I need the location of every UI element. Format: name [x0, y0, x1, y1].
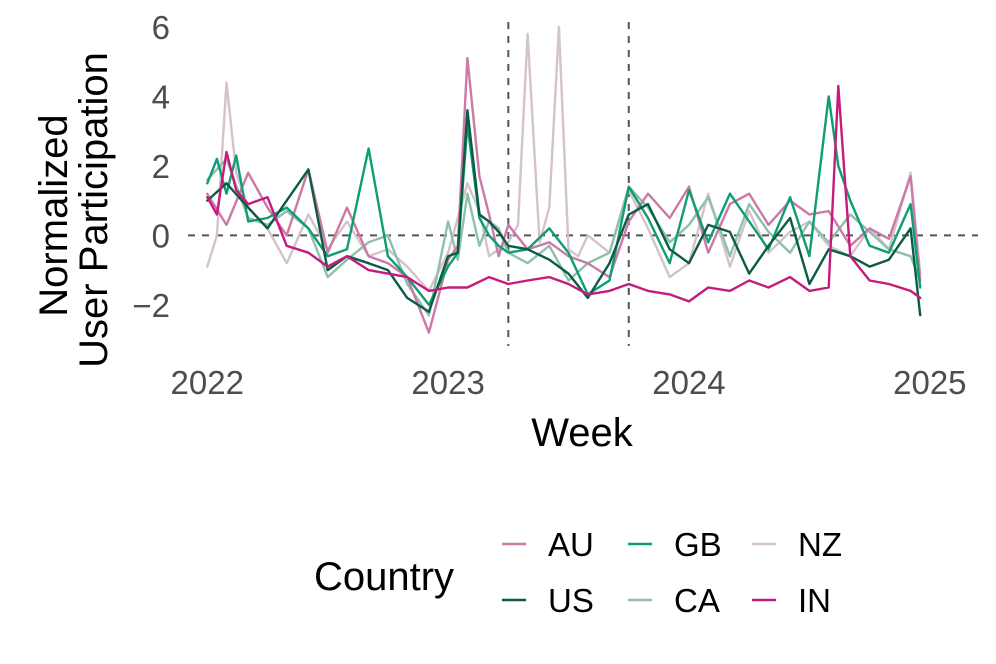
- legend-label-au: AU: [548, 526, 594, 563]
- y-tick-label: 2: [152, 148, 170, 185]
- legend-label-gb: GB: [674, 526, 722, 563]
- legend-label-in: IN: [798, 582, 831, 619]
- series-line-in: [206, 84, 922, 303]
- legend-title: Country: [314, 555, 454, 599]
- legend-items: AU US GB CA NZ IN: [502, 526, 842, 619]
- y-tick-label: 0: [152, 217, 170, 254]
- y-tick-label: −2: [132, 287, 170, 324]
- x-tick-label: 2025: [893, 364, 966, 401]
- y-tick-label: 4: [152, 78, 170, 115]
- legend-label-nz: NZ: [798, 526, 842, 563]
- y-axis: −2 0 2 4 6: [132, 9, 170, 324]
- x-tick-label: 2024: [652, 364, 725, 401]
- reference-lines: [188, 22, 978, 346]
- y-axis-title: Normalized User Participation: [32, 52, 116, 368]
- y-tick-label: 6: [152, 9, 170, 46]
- y-axis-title-line-2: User Participation: [72, 52, 116, 368]
- legend: Country AU US GB CA NZ IN: [314, 526, 842, 619]
- legend-label-us: US: [548, 582, 594, 619]
- series-line-nz: [206, 25, 922, 293]
- series-layer: [206, 25, 922, 334]
- x-axis: 2022 2023 2024 2025: [171, 364, 967, 401]
- x-tick-label: 2023: [411, 364, 484, 401]
- y-axis-title-line-1: Normalized: [32, 114, 76, 316]
- x-axis-title: Week: [531, 411, 634, 455]
- legend-label-ca: CA: [674, 582, 720, 619]
- series-line-us: [206, 109, 922, 317]
- x-tick-label: 2022: [171, 364, 244, 401]
- series-line-au: [206, 57, 922, 334]
